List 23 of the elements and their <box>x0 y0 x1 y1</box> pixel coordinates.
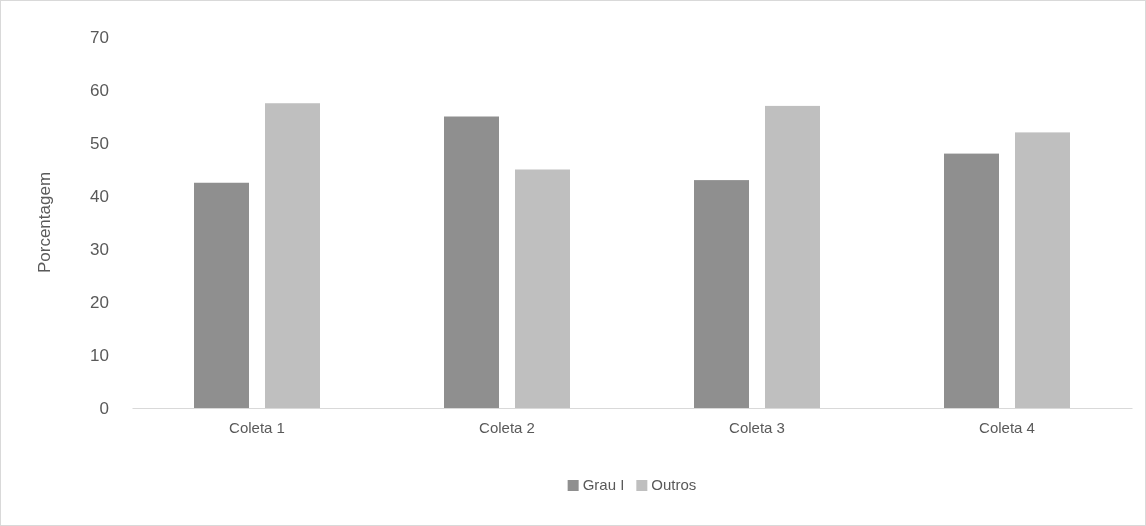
y-tick-label: 40 <box>90 186 109 206</box>
bar <box>194 182 249 408</box>
x-tick-label: Coleta 3 <box>729 418 785 436</box>
y-axis-title: Porcentagem <box>35 171 54 274</box>
bar <box>444 116 499 408</box>
y-tick-label: 10 <box>90 345 109 365</box>
bar <box>694 180 749 408</box>
bar <box>515 169 570 408</box>
x-tick-label: Coleta 1 <box>229 418 285 436</box>
y-tick-label: 60 <box>90 80 109 100</box>
legend-label: Outros <box>651 476 697 493</box>
bar <box>1015 132 1070 408</box>
bar <box>944 153 999 408</box>
y-tick-label: 50 <box>90 133 109 153</box>
y-tick-label: 70 <box>90 27 109 47</box>
bar <box>265 103 320 408</box>
x-tick-label: Coleta 4 <box>979 418 1035 436</box>
y-tick-label: 30 <box>90 239 109 259</box>
y-tick-label: 0 <box>99 398 109 418</box>
legend-label: Grau I <box>582 476 625 493</box>
x-tick-label: Coleta 2 <box>479 418 535 436</box>
y-tick-label: 20 <box>90 292 109 312</box>
bar <box>765 105 820 408</box>
